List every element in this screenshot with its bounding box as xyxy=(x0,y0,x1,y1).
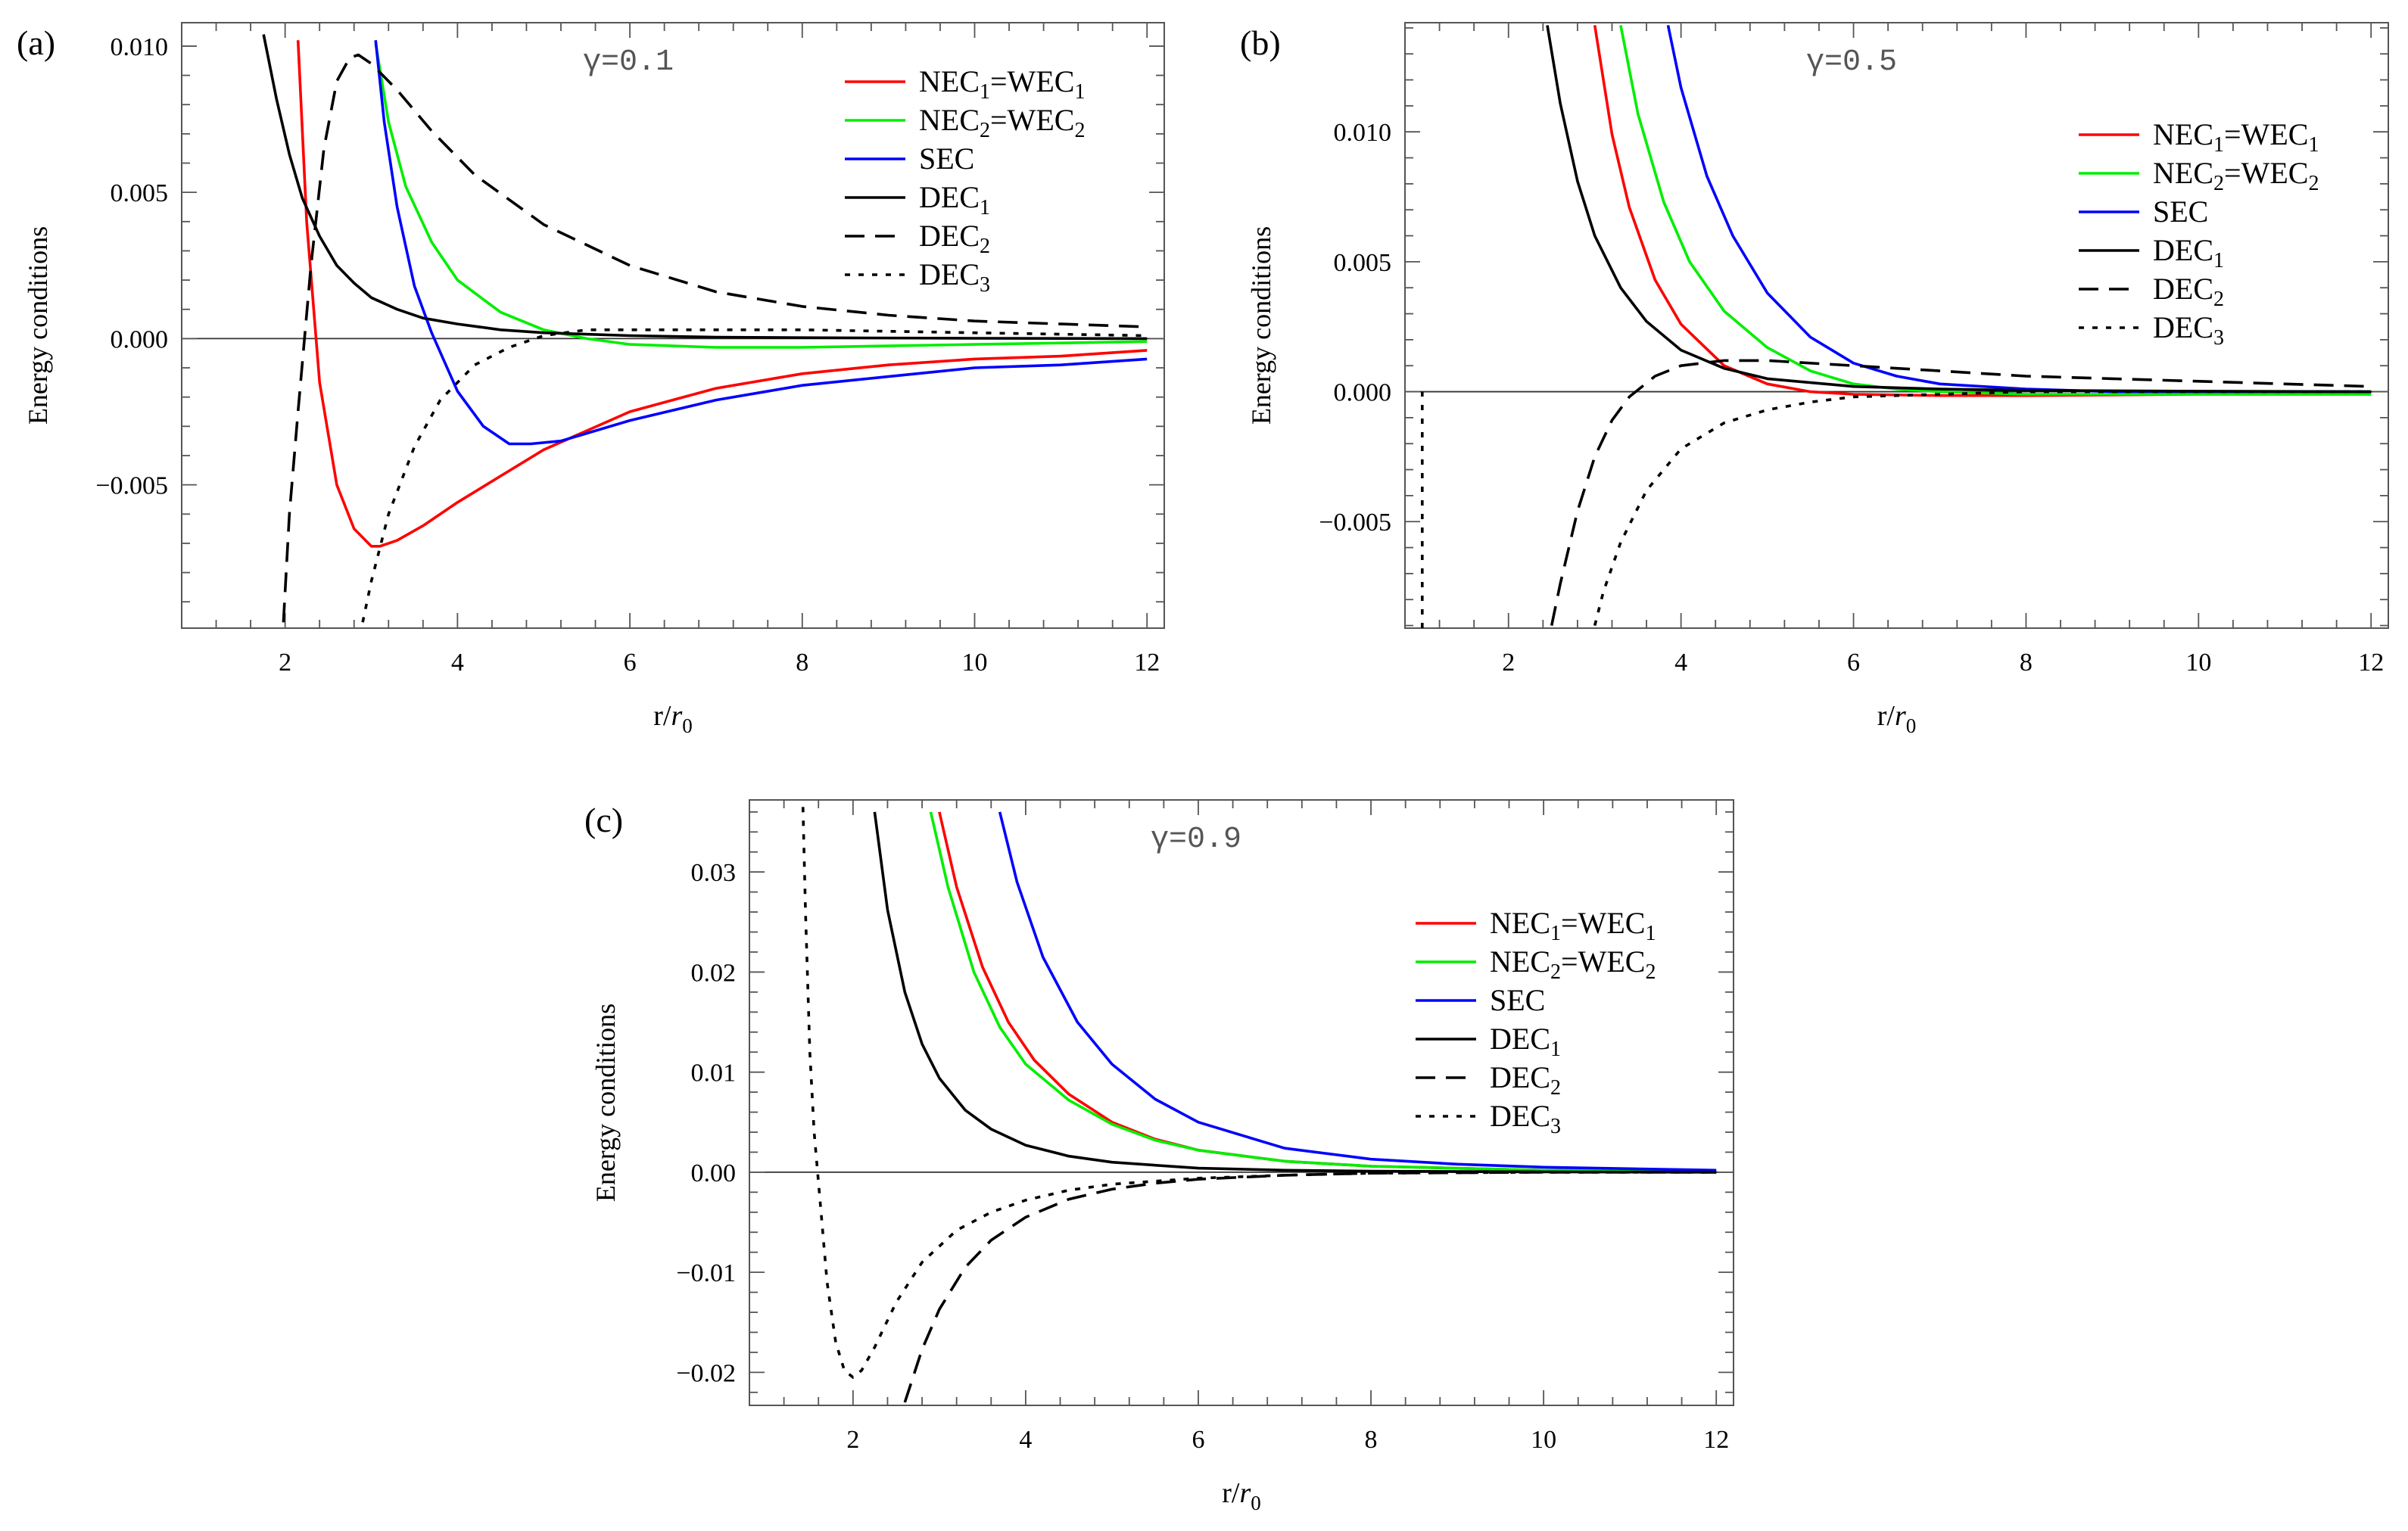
plot-frame xyxy=(1404,22,2389,629)
series-nec1 xyxy=(1593,25,2372,397)
legend-label-sec: SEC xyxy=(919,142,974,176)
y-tick-label: 0.010 xyxy=(111,33,169,61)
x-tick-label: 4 xyxy=(1674,649,1687,677)
legend-label-dec3: DEC3 xyxy=(919,257,990,297)
panel-label: (c) xyxy=(584,801,623,839)
x-tick-label: 8 xyxy=(1365,1426,1378,1454)
y-tick-label: −0.02 xyxy=(676,1359,736,1387)
legend-label-dec2: DEC2 xyxy=(2153,272,2224,311)
x-axis-label: r/r0 xyxy=(1222,1477,1261,1514)
x-tick-label: 6 xyxy=(624,649,637,677)
gamma-annotation: γ=0.9 xyxy=(1151,823,1241,857)
legend-label-nec2: NEC2=WEC2 xyxy=(919,103,1085,142)
legend-label-dec3: DEC3 xyxy=(1490,1099,1561,1138)
curves xyxy=(1421,25,2372,628)
series-dec3 xyxy=(361,328,1148,623)
series-nec1 xyxy=(938,811,1717,1173)
series-nec2 xyxy=(929,811,1717,1173)
legend-label-nec2: NEC2=WEC2 xyxy=(2153,156,2319,195)
series-dec1 xyxy=(873,811,1717,1174)
x-tick-label: 10 xyxy=(962,649,988,677)
panel-a: 2 4 6 8 10 12 −0.005 0.000 0.005 0.010 (a) γ=0.1 Ene… xyxy=(17,22,1165,737)
x-tick-label: 8 xyxy=(2020,649,2033,677)
legend-label-nec1: NEC1=WEC1 xyxy=(2153,117,2319,157)
panel-b: 2 4 6 8 10 12 −0.005 0.000 0.005 0.010 (b) γ=0.5 Ene… xyxy=(1240,22,2389,737)
legend-label-dec2: DEC2 xyxy=(919,219,990,258)
series-dec2 xyxy=(282,53,1148,623)
plot-frame xyxy=(181,22,1165,629)
x-tick-label: 6 xyxy=(1192,1426,1204,1454)
y-tick-label: 0.00 xyxy=(691,1159,737,1187)
y-tick-label: 0.01 xyxy=(691,1060,737,1088)
legend-label-dec1: DEC1 xyxy=(919,180,990,219)
y-tick-label: 0.000 xyxy=(111,325,169,353)
x-tick-label: 2 xyxy=(1502,649,1515,677)
series-nec2 xyxy=(374,42,1148,349)
series-dec1 xyxy=(262,34,1148,341)
gamma-annotation: γ=0.5 xyxy=(1806,45,1897,79)
y-tick-label: 0.03 xyxy=(691,859,737,887)
legend-label-dec1: DEC1 xyxy=(2153,233,2224,272)
series-nec2 xyxy=(1619,25,2372,396)
y-tick-label: −0.005 xyxy=(1319,509,1391,537)
legend-label-nec1: NEC1=WEC1 xyxy=(919,64,1085,104)
series-dec1 xyxy=(1546,25,2372,394)
series-dec2 xyxy=(903,1171,1717,1403)
panel-label: (a) xyxy=(17,23,55,62)
x-tick-label: 4 xyxy=(1019,1426,1032,1454)
y-tick-label: 0.02 xyxy=(691,959,737,987)
y-axis-label: Energy conditions xyxy=(590,1004,621,1202)
y-tick-label: 0.005 xyxy=(1334,249,1392,277)
x-tick-label: 12 xyxy=(2358,649,2384,677)
legend-label-dec1: DEC1 xyxy=(1490,1022,1561,1061)
y-axis-label: Energy conditions xyxy=(23,226,53,425)
gamma-annotation: γ=0.1 xyxy=(583,45,674,79)
legend-label-sec: SEC xyxy=(2153,194,2208,229)
curves xyxy=(262,34,1148,623)
y-tick-label: −0.005 xyxy=(95,472,168,500)
series-dec3 xyxy=(1593,390,2372,627)
x-tick-label: 6 xyxy=(1847,649,1860,677)
legend-label-sec: SEC xyxy=(1490,983,1545,1017)
legend-label-dec2: DEC2 xyxy=(1490,1060,1561,1100)
series-dec3 xyxy=(801,807,1717,1379)
y-axis-label: Energy conditions xyxy=(1246,226,1276,425)
y-tick-label: −0.01 xyxy=(676,1259,736,1287)
x-tick-label: 4 xyxy=(451,649,464,677)
plot-frame xyxy=(749,799,1734,1406)
legend-label-nec2: NEC2=WEC2 xyxy=(1490,944,1656,984)
series-sec xyxy=(374,40,1148,446)
legend-label-dec3: DEC3 xyxy=(2153,310,2224,350)
x-tick-label: 2 xyxy=(846,1426,859,1454)
x-axis-label: r/r0 xyxy=(1877,700,1917,737)
x-tick-label: 12 xyxy=(1703,1426,1729,1454)
series-sec xyxy=(1666,25,2372,394)
x-tick-label: 2 xyxy=(279,649,291,677)
curves xyxy=(801,807,1717,1403)
x-tick-label: 8 xyxy=(796,649,808,677)
series-sec xyxy=(998,811,1717,1172)
panel-c: 2 4 6 8 10 12 −0.02 −0.01 0.00 0.01 0.02 0.03 (c) γ=0… xyxy=(584,799,1734,1514)
x-tick-label: 12 xyxy=(1134,649,1160,677)
x-tick-label: 10 xyxy=(2185,649,2211,677)
x-axis-label: r/r0 xyxy=(653,700,693,737)
legend-label-nec1: NEC1=WEC1 xyxy=(1490,906,1656,945)
x-tick-label: 10 xyxy=(1531,1426,1556,1454)
series-nec1 xyxy=(296,40,1148,548)
series-dec2 xyxy=(1550,359,2372,626)
panel-label: (b) xyxy=(1240,23,1281,62)
y-tick-label: 0.010 xyxy=(1334,119,1392,147)
y-tick-label: 0.005 xyxy=(111,179,169,207)
y-tick-label: 0.000 xyxy=(1334,379,1392,407)
